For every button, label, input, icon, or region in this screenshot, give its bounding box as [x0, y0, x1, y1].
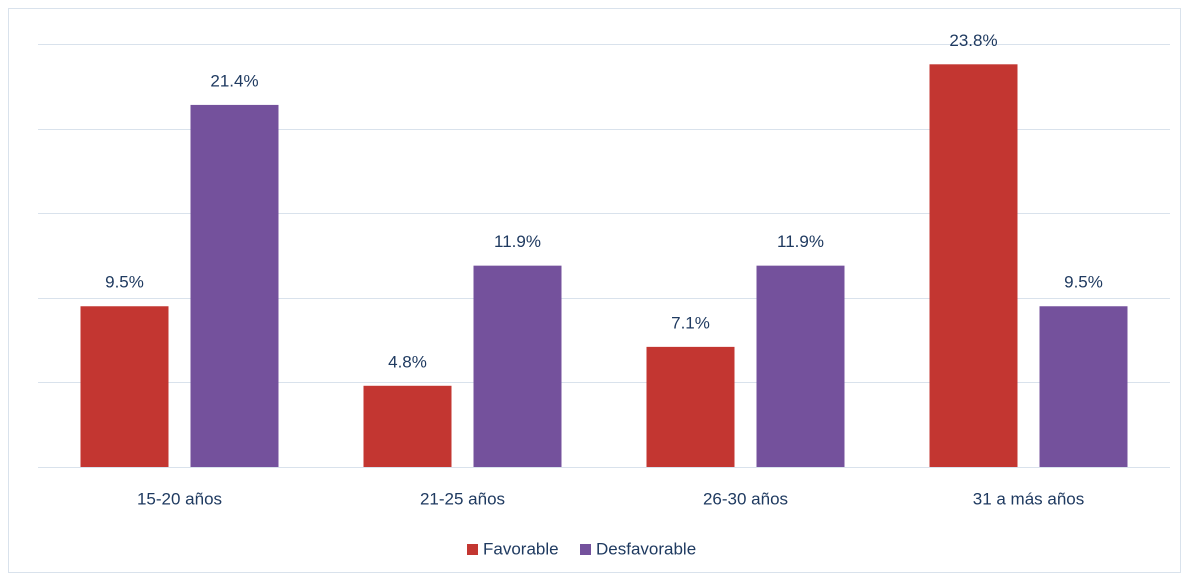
data-label: 9.5% — [105, 273, 144, 292]
x-tick-label: 26-30 años — [703, 489, 788, 508]
data-label: 11.9% — [494, 232, 541, 251]
legend-swatch — [467, 544, 478, 555]
data-label: 21.4% — [210, 71, 258, 90]
x-tick-label: 31 a más años — [973, 489, 1085, 508]
data-label: 11.9% — [777, 232, 824, 251]
x-tick-label: 15-20 años — [137, 489, 222, 508]
bar — [1039, 306, 1128, 467]
bar — [473, 265, 562, 467]
legend-swatch — [580, 544, 591, 555]
data-label: 7.1% — [671, 313, 710, 332]
bar — [363, 385, 452, 467]
legend-label: Favorable — [483, 539, 559, 558]
bar — [646, 346, 735, 467]
legend-label: Desfavorable — [596, 539, 696, 558]
bar — [929, 64, 1018, 467]
bar — [80, 306, 169, 467]
bar — [190, 104, 279, 468]
bar — [756, 265, 845, 467]
data-label: 9.5% — [1064, 273, 1103, 292]
data-label: 4.8% — [388, 352, 427, 371]
data-label: 23.8% — [949, 31, 997, 50]
x-tick-label: 21-25 años — [420, 489, 505, 508]
